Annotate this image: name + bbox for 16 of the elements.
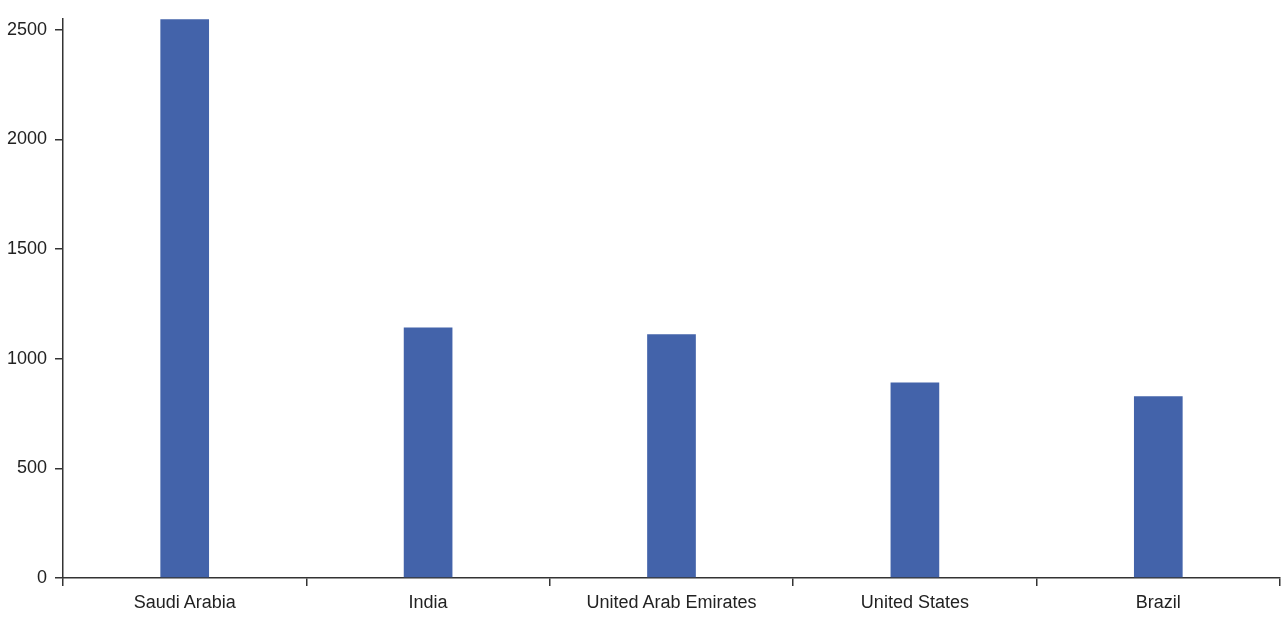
- y-tick-label: 2000: [6, 128, 47, 149]
- bar: [160, 19, 210, 578]
- bar: [647, 334, 696, 578]
- x-tick-label: India: [408, 591, 449, 612]
- x-tick-label: Brazil: [1135, 591, 1181, 612]
- x-tick-label: United States: [860, 591, 969, 612]
- y-tick-label: 0: [36, 566, 47, 587]
- y-tick-label: 1500: [6, 238, 47, 259]
- x-tick-label: United Arab Emirates: [586, 591, 757, 612]
- bar: [1133, 396, 1183, 578]
- x-tick-label: Saudi Arabia: [133, 591, 237, 612]
- y-tick-label: 2500: [6, 18, 47, 39]
- bar: [890, 382, 940, 578]
- y-tick-label: 500: [16, 457, 47, 478]
- bar: [403, 327, 453, 578]
- y-tick-label: 1000: [6, 347, 47, 368]
